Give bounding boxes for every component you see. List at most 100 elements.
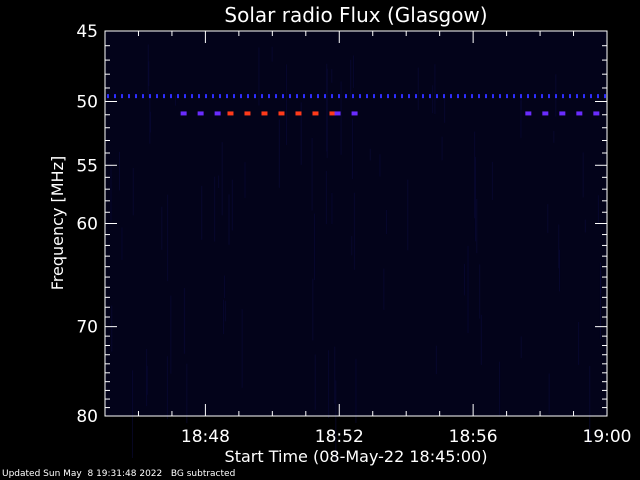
- noise-streak: [335, 380, 337, 462]
- band-mark: [156, 94, 158, 99]
- band-mark: [352, 94, 354, 99]
- noise-streak: [582, 152, 584, 198]
- noise-streak: [218, 175, 220, 189]
- band-mark: [275, 94, 277, 99]
- noise-streak: [434, 64, 436, 115]
- noise-streak: [351, 236, 353, 256]
- noise-streak: [474, 156, 476, 242]
- noise-streak: [386, 209, 388, 235]
- noise-streak: [553, 130, 555, 143]
- noise-streak: [520, 336, 522, 358]
- x-tick-label: 18:48: [181, 427, 230, 447]
- band-mark: [278, 111, 285, 116]
- noise-streak: [589, 366, 591, 445]
- band-mark: [583, 94, 585, 99]
- band-mark: [289, 94, 291, 99]
- noise-streak: [600, 270, 602, 294]
- band-mark: [121, 94, 123, 99]
- band-mark: [541, 94, 543, 99]
- band-mark: [324, 94, 326, 99]
- noise-streak: [547, 204, 549, 233]
- y-axis: 45 50 55 60 70 80: [76, 22, 607, 427]
- noise-streak: [231, 179, 233, 231]
- noise-streak: [499, 361, 501, 416]
- band-mark: [214, 111, 221, 116]
- y-tick-label: 60: [76, 215, 98, 235]
- noise-streak: [214, 176, 216, 242]
- band-mark: [244, 111, 251, 116]
- noise-streak: [146, 348, 148, 407]
- band-mark: [590, 94, 592, 99]
- noise-streak: [353, 55, 355, 88]
- noise-streak: [479, 264, 481, 319]
- noise-streak: [432, 85, 434, 114]
- band-mark: [191, 94, 193, 99]
- band-mark: [436, 94, 438, 99]
- band-mark: [212, 94, 214, 99]
- band-mark: [534, 94, 536, 99]
- band-mark: [180, 111, 187, 116]
- noise-streak: [258, 47, 260, 106]
- band-mark: [401, 94, 403, 99]
- band-mark: [205, 94, 207, 99]
- y-tick-label: 70: [76, 318, 98, 338]
- band-mark: [527, 94, 529, 99]
- band-mark: [261, 111, 268, 116]
- x-axis-label: Start Time (08-May-22 18:45:00): [225, 447, 488, 466]
- noise-streak: [417, 67, 419, 110]
- noise-streak: [340, 81, 342, 155]
- noise-streak: [118, 151, 120, 191]
- y-tick-label: 45: [76, 22, 98, 42]
- band-mark: [149, 94, 151, 99]
- band-mark: [492, 94, 494, 99]
- noise-streak: [110, 164, 112, 222]
- noise-streak: [559, 249, 561, 292]
- noise-streak: [186, 363, 188, 424]
- band-mark: [351, 111, 358, 116]
- band-mark: [380, 94, 382, 99]
- band-mark: [576, 94, 578, 99]
- band-mark: [394, 94, 396, 99]
- band-mark: [254, 94, 256, 99]
- noise-streak: [369, 148, 371, 161]
- bg-subtracted-note: BG subtracted: [170, 469, 236, 479]
- band-mark: [331, 94, 333, 99]
- band-mark: [219, 94, 221, 99]
- noise-streak: [201, 185, 203, 240]
- noise-streak: [146, 365, 148, 395]
- band-mark: [247, 94, 249, 99]
- noise-streak: [480, 314, 482, 365]
- updated-timestamp: Updated Sun May 8 19:31:48 2022: [2, 469, 163, 479]
- band-mark: [569, 94, 571, 99]
- band-mark: [114, 94, 116, 99]
- noise-streak: [244, 162, 246, 198]
- chart-title: Solar radio Flux (Glasgow): [224, 3, 487, 27]
- noise-streak: [491, 161, 493, 200]
- noise-streak: [355, 358, 357, 424]
- noise-streak: [326, 63, 328, 152]
- band-mark: [457, 94, 459, 99]
- band-mark: [520, 94, 522, 99]
- band-mark: [329, 111, 336, 116]
- band-mark: [450, 94, 452, 99]
- band-mark: [415, 94, 417, 99]
- noise-streak: [334, 346, 336, 404]
- noise-streak: [352, 118, 354, 179]
- noise-streak: [314, 213, 316, 280]
- noise-streak: [548, 373, 550, 415]
- band-mark: [177, 94, 179, 99]
- band-mark: [408, 94, 410, 99]
- band-mark: [198, 94, 200, 99]
- noise-streak: [224, 300, 226, 322]
- band-mark: [261, 94, 263, 99]
- noise-streak: [224, 275, 226, 299]
- noise-streak: [228, 194, 230, 245]
- band-mark: [576, 111, 583, 116]
- noise-streak: [300, 102, 302, 165]
- y-tick-label: 55: [76, 156, 98, 176]
- band-mark: [513, 94, 515, 99]
- noise-streak: [285, 64, 287, 145]
- noise-streak: [183, 288, 185, 354]
- noise-streak: [476, 198, 478, 254]
- noise-streak: [149, 111, 151, 133]
